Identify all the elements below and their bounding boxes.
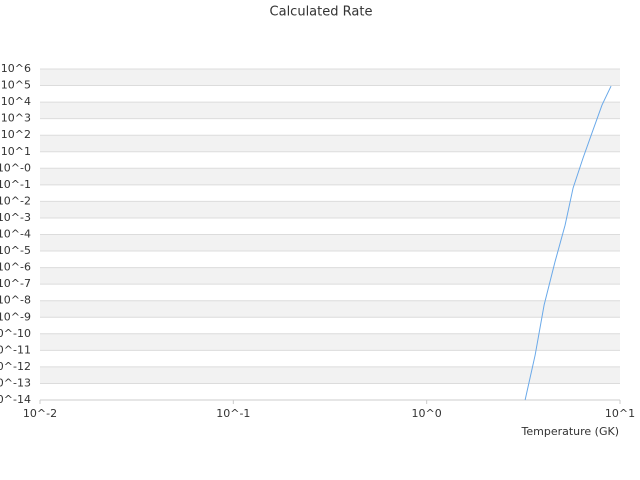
x-tick-label: 10^0 <box>412 407 442 420</box>
y-tick-label: 10^-5 <box>0 244 31 257</box>
x-tick-label: 10^-2 <box>23 407 57 420</box>
band <box>40 168 620 185</box>
y-tick-label: 10^-6 <box>0 261 31 274</box>
band <box>40 201 620 218</box>
y-tick-label: 10^-8 <box>0 294 31 307</box>
y-tick-label: 10^-2 <box>0 194 31 207</box>
y-tick-label: 10^5 <box>1 79 31 92</box>
band <box>40 300 620 318</box>
y-tick-label: 10^-7 <box>0 277 31 290</box>
x-tick-label: 10^1 <box>605 407 635 420</box>
y-tick-label: 10^-14 <box>0 393 31 406</box>
y-tick-label: 10^-4 <box>0 228 31 241</box>
band <box>40 366 620 384</box>
y-tick-label: 10^2 <box>1 128 31 141</box>
band <box>40 135 620 152</box>
x-tick-label: 10^-1 <box>216 407 250 420</box>
y-tick-label: 10^-9 <box>0 310 31 323</box>
y-tick-label: 10^-10 <box>0 327 31 340</box>
chart-title: Calculated Rate <box>270 5 373 20</box>
y-tick-label: 10^-13 <box>0 376 31 389</box>
band <box>40 267 620 285</box>
y-tick-label: 10^-1 <box>0 178 31 191</box>
y-tick-label: 10^-0 <box>0 161 31 174</box>
y-tick-label: 10^-3 <box>0 211 31 224</box>
band <box>40 333 620 351</box>
y-tick-label: 10^-11 <box>0 343 31 356</box>
band <box>40 234 620 252</box>
y-tick-label: 10^3 <box>1 112 31 125</box>
y-tick-label: 10^6 <box>1 62 31 75</box>
y-tick-label: 10^-12 <box>0 360 31 373</box>
data-line <box>524 85 612 401</box>
band <box>40 102 620 119</box>
y-tick-label: 10^1 <box>1 145 31 158</box>
x-axis-label: Temperature (GK) <box>521 425 620 438</box>
y-tick-label: 10^4 <box>1 95 31 108</box>
band <box>40 69 620 86</box>
